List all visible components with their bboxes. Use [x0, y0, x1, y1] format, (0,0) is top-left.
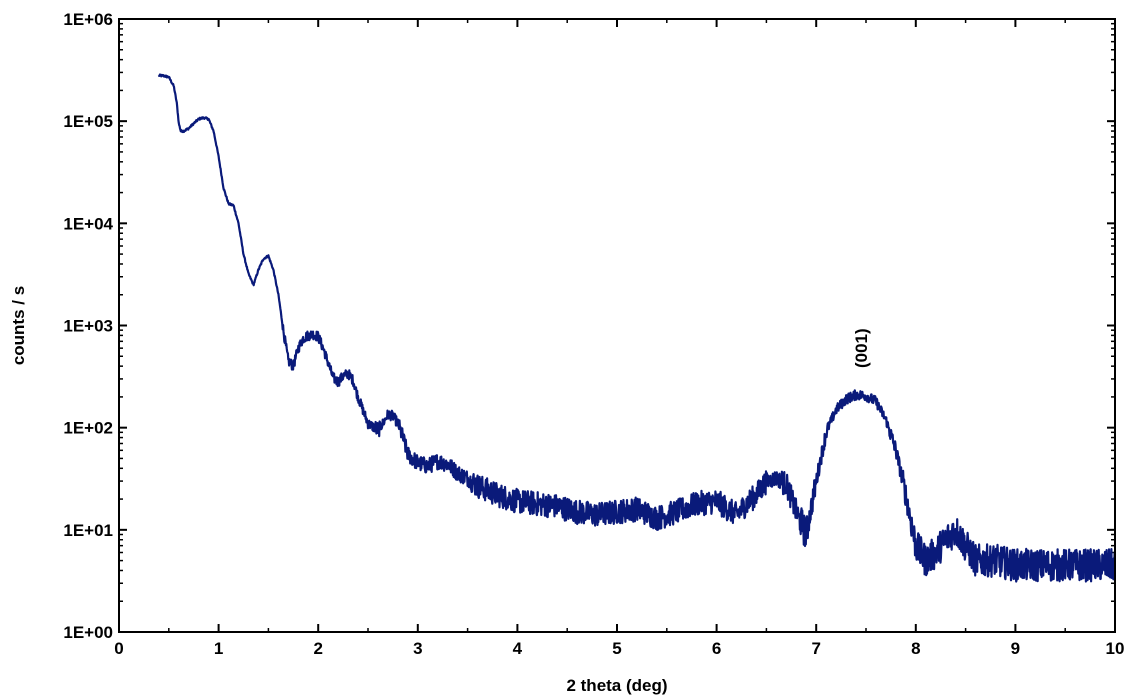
x-tick-label: 10 — [1106, 639, 1125, 658]
x-tick-label: 8 — [911, 639, 920, 658]
x-tick-label: 1 — [214, 639, 223, 658]
x-tick-label: 4 — [513, 639, 523, 658]
y-tick-label: 1E+00 — [63, 623, 113, 642]
y-tick-label: 1E+06 — [63, 10, 113, 29]
x-tick-label: 0 — [114, 639, 123, 658]
y-tick-label: 1E+02 — [63, 419, 113, 438]
x-axis-label: 2 theta (deg) — [566, 676, 667, 695]
x-tick-label: 3 — [413, 639, 422, 658]
y-axis-ticks: 1E+00 1E+01 1E+02 1E+03 1E+04 1E+05 1E+06 — [63, 10, 1115, 642]
x-tick-label: 9 — [1011, 639, 1020, 658]
peak-annotation: (001) — [852, 328, 871, 368]
x-tick-label: 6 — [712, 639, 721, 658]
y-axis-label: counts / s — [9, 286, 28, 365]
x-tick-label: 7 — [811, 639, 820, 658]
x-tick-label: 2 — [313, 639, 322, 658]
y-tick-label: 1E+04 — [63, 214, 113, 233]
y-tick-label: 1E+01 — [63, 521, 113, 540]
x-tick-label: 5 — [612, 639, 621, 658]
y-tick-label: 1E+05 — [63, 112, 113, 131]
x-axis-ticks: 0 1 2 3 4 5 6 7 8 9 10 — [114, 19, 1124, 658]
plot-frame — [118, 18, 1116, 633]
y-tick-label: 1E+03 — [63, 317, 113, 336]
data-series-line — [157, 73, 1117, 583]
